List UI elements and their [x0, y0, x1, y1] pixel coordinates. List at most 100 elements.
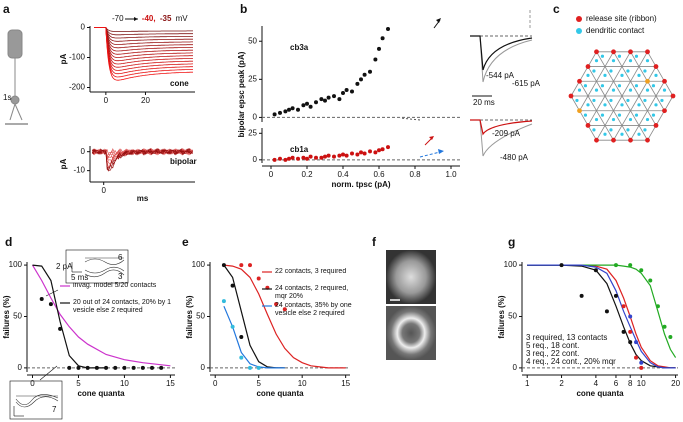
y-tick-label: 100 [9, 260, 23, 269]
x-axis-label: cone quanta [576, 389, 624, 398]
data-point [662, 324, 667, 329]
y-tick-label: 50 [248, 36, 257, 45]
data-point [613, 293, 618, 298]
lattice-edge [621, 51, 631, 67]
panel-letter: e [182, 235, 189, 249]
data-point [634, 340, 639, 345]
y-tick-label: 50 [13, 312, 22, 321]
lattice-edge [596, 95, 606, 111]
y-tick-label: 25 [248, 74, 257, 83]
dendritic-contact [634, 84, 639, 88]
data-point [323, 154, 327, 159]
legend-entry: 22 contacts, 3 required [275, 268, 346, 275]
lattice-edge [630, 95, 640, 111]
lattice-edge [655, 81, 665, 97]
release-site [645, 137, 650, 143]
data-point [668, 335, 673, 340]
micrograph [386, 250, 436, 304]
release-site [594, 49, 599, 55]
data-point [282, 307, 287, 312]
data-point [332, 154, 336, 159]
x-tick-label: 10 [298, 379, 307, 388]
lattice-edge [587, 51, 597, 67]
dendritic-contact [620, 73, 624, 77]
y-axis-label: pA [59, 53, 68, 64]
data-point [290, 106, 295, 111]
data-point [648, 278, 653, 283]
lattice-edge [638, 125, 648, 141]
dendritic-contact [609, 128, 613, 132]
data-point [296, 156, 300, 161]
header-part: -35 [160, 14, 172, 23]
legend-label: 3 required, 13 contacts [526, 333, 607, 342]
dendritic-contact [600, 84, 605, 88]
data-point [296, 107, 300, 112]
dendritic-contact [645, 59, 650, 63]
dendritic-contact [628, 117, 633, 122]
dendritic-contact [600, 54, 605, 58]
lattice-edge [647, 51, 657, 67]
legend-dot [576, 28, 582, 34]
lattice-edge [647, 66, 657, 82]
legend-entry: invag. model 5/20 contacts [73, 282, 156, 289]
data-point [301, 103, 306, 108]
lattice-edge [630, 110, 640, 126]
dendritic-contact [617, 84, 622, 88]
y-tick-label: 50 [196, 312, 205, 321]
inset-label: 7 [52, 405, 57, 414]
dendritic-contact [645, 117, 650, 122]
micrograph [386, 306, 436, 360]
curve [223, 305, 285, 369]
data-point [256, 365, 261, 370]
legend-entry: 24 contacts, 2 required, mqr 20% [275, 285, 348, 300]
y-tick-label: -200 [69, 83, 86, 92]
release-site [585, 64, 591, 69]
y-axis-label: failures (%) [497, 295, 506, 338]
inset-label: 6 [118, 253, 123, 262]
panel-letter: d [5, 235, 12, 249]
release-site [653, 64, 659, 69]
legend-label: 4 req., 24 cont., 20% mqr [526, 357, 616, 366]
x-tick-label: 0 [101, 186, 106, 195]
inset-label: -544 pA [486, 71, 515, 80]
data-point [283, 157, 288, 162]
data-point [301, 155, 306, 160]
trace [94, 27, 193, 45]
lattice-edge [579, 95, 589, 111]
data-point [604, 309, 609, 314]
data-point [76, 365, 81, 370]
lattice-edge [613, 110, 623, 126]
dendritic-contact [651, 113, 656, 117]
lattice-edge [621, 66, 631, 82]
data-point [272, 157, 277, 162]
dendritic-contact [634, 113, 639, 117]
data-point [319, 97, 324, 102]
trace [94, 27, 193, 39]
data-point [314, 100, 318, 105]
data-point [113, 365, 118, 370]
dendritic-contact [643, 69, 647, 73]
curve [31, 264, 171, 367]
panel-letter: a [3, 2, 10, 16]
x-tick-label: 15 [166, 379, 175, 388]
lattice-edge [621, 81, 631, 97]
dendritic-contact [600, 113, 605, 117]
data-point [85, 365, 90, 370]
dendritic-contact [626, 128, 630, 132]
data-point [326, 95, 331, 100]
data-point [355, 152, 360, 157]
y-tick-label: 100 [192, 260, 206, 269]
dendritic-contact [660, 98, 664, 103]
dendritic-contact [592, 128, 596, 132]
x-tick-label: 20 [671, 379, 680, 388]
panel-letter: b [240, 2, 247, 16]
dendritic-contact [594, 88, 599, 92]
lattice-edge [655, 110, 665, 126]
lattice-edge [596, 66, 606, 82]
release-site [611, 49, 616, 55]
inset-label: -480 pA [500, 153, 529, 162]
y-tick-label: 50 [508, 312, 517, 321]
data-point [628, 263, 633, 268]
y-axis-label: pA [59, 158, 68, 169]
dendritic-contact [592, 98, 596, 103]
